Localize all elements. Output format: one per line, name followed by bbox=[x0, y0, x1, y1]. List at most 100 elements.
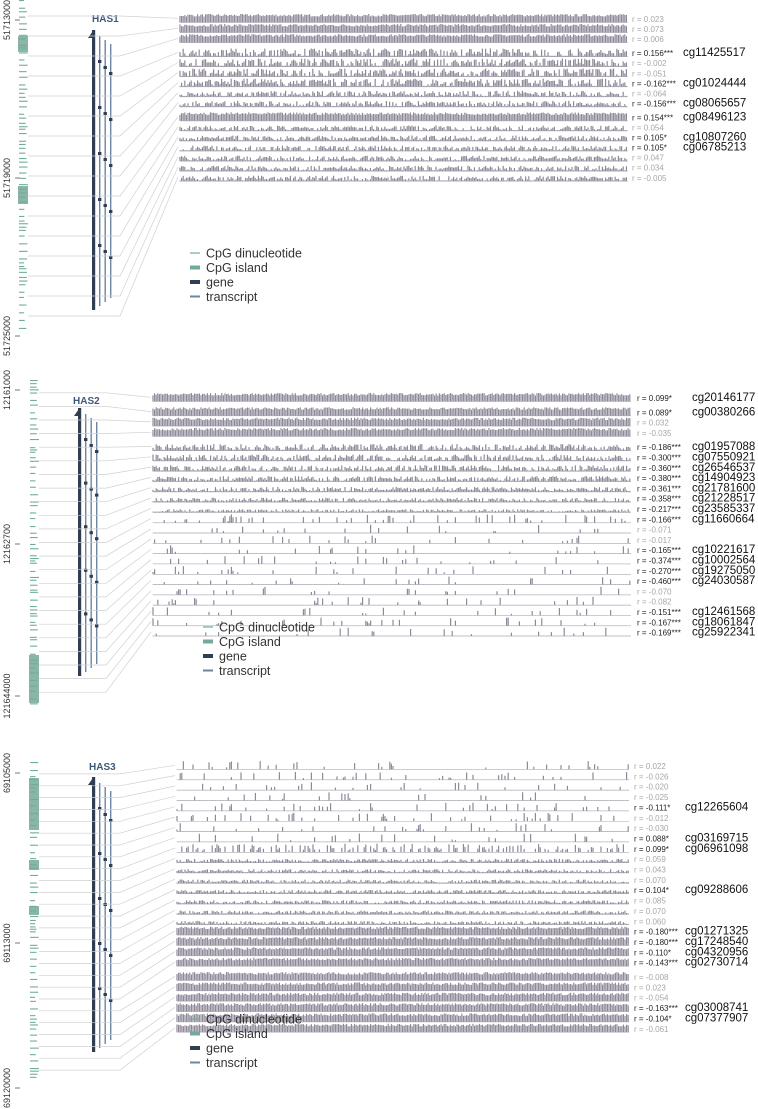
cpg-dinucleotide-mark bbox=[30, 1021, 36, 1023]
correlation-value: r = -0.169*** bbox=[637, 629, 681, 638]
methylation-track: r = -0.186*** cg01957088 bbox=[152, 441, 755, 453]
cpg-dinucleotide-mark bbox=[30, 501, 39, 503]
correlation-value: r = -0.017 bbox=[637, 536, 672, 545]
probe-connector-line bbox=[39, 764, 176, 775]
cpg-dinucleotide-mark bbox=[19, 284, 26, 286]
gene-model: HAS2 bbox=[73, 396, 100, 676]
exon-mark bbox=[84, 568, 88, 572]
probe-id: cg12461568 bbox=[692, 606, 755, 618]
track-bars bbox=[176, 947, 629, 956]
correlation-value: r = -0.012 bbox=[634, 814, 669, 823]
track-bars bbox=[152, 417, 631, 427]
exon-mark bbox=[95, 537, 99, 541]
legend-swatch-gene bbox=[190, 280, 200, 284]
correlation-value: r = -0.380*** bbox=[637, 474, 681, 483]
cpg-dinucleotide-mark bbox=[30, 428, 39, 430]
methylation-track: r = 0.085 bbox=[176, 897, 666, 906]
cpg-dinucleotide-mark bbox=[30, 599, 38, 601]
cpg-dinucleotide-mark bbox=[30, 653, 36, 655]
cpg-dinucleotide-mark bbox=[19, 229, 26, 231]
probe-connector-line bbox=[28, 62, 179, 97]
cpg-dinucleotide-mark bbox=[30, 900, 36, 902]
cpg-dinucleotide-mark bbox=[19, 268, 27, 270]
track-bars bbox=[152, 566, 631, 575]
correlation-value: r = 0.060 bbox=[634, 917, 666, 926]
cpg-dinucleotide-mark bbox=[19, 223, 28, 225]
correlation-value: r = -0.054 bbox=[634, 994, 669, 1003]
track-bars bbox=[152, 497, 631, 503]
correlation-value: r = 0.104* bbox=[634, 886, 669, 895]
correlation-value: r = 0.156*** bbox=[632, 49, 673, 58]
cpg-dinucleotide-mark bbox=[30, 505, 38, 507]
methylation-track: r = 0.099* cg06961098 bbox=[176, 843, 748, 855]
correlation-value: r = -0.460*** bbox=[637, 577, 681, 586]
cpg-dinucleotide-mark bbox=[30, 1008, 38, 1010]
probe-connector-line bbox=[39, 961, 176, 1000]
cpg-dinucleotide-mark bbox=[30, 380, 38, 382]
probe-connector-line bbox=[39, 477, 152, 489]
methylation-track: r = -0.020 bbox=[176, 782, 669, 792]
cpg-dinucleotide-mark bbox=[19, 133, 27, 135]
cpg-dinucleotide-mark bbox=[19, 113, 25, 115]
track-bars bbox=[176, 957, 629, 967]
exon-mark bbox=[103, 250, 107, 253]
legend-swatch-cpg-dinucleotide bbox=[190, 1018, 200, 1020]
transcript-bar bbox=[110, 44, 112, 298]
cpg-dinucleotide-mark bbox=[30, 460, 39, 462]
track-bars bbox=[152, 586, 631, 595]
cpg-dinucleotide-mark bbox=[30, 555, 37, 557]
cpg-dinucleotide-mark bbox=[30, 916, 39, 918]
track-bars bbox=[176, 920, 629, 925]
correlation-value: r = -0.020 bbox=[634, 783, 669, 792]
track-bars bbox=[176, 910, 629, 915]
cpg-dinucleotide-mark bbox=[19, 28, 27, 30]
coordinate-label: 51713000 bbox=[2, 0, 12, 40]
cpg-dinucleotide-mark bbox=[30, 996, 35, 998]
correlation-value: r = -0.180*** bbox=[634, 928, 678, 937]
correlation-value: r = 0.032 bbox=[637, 419, 669, 428]
methylation-track: r = -0.012 bbox=[176, 812, 669, 823]
track-bars bbox=[176, 772, 629, 780]
correlation-value: r = -0.025 bbox=[634, 793, 669, 802]
correlation-value: r = -0.165*** bbox=[637, 546, 681, 555]
gene-bar bbox=[78, 408, 82, 676]
probe-connectors bbox=[39, 392, 152, 693]
correlation-value: r = 0.054 bbox=[632, 124, 664, 133]
probe-id: cg12265604 bbox=[685, 801, 749, 813]
methylation-track: r = 0.105* cg06785213 bbox=[179, 142, 746, 154]
methylation-track: r = 0.104* cg09288606 bbox=[176, 884, 748, 896]
cpg-dinucleotide-mark bbox=[19, 11, 27, 13]
cpg-dinucleotide-mark bbox=[30, 447, 36, 449]
probe-id: cg11425517 bbox=[683, 47, 745, 59]
probe-connector-line bbox=[28, 146, 179, 257]
cpg-dinucleotide-mark bbox=[30, 576, 39, 578]
methylation-track: r = -0.151*** cg12461568 bbox=[152, 606, 755, 618]
cpg-dinucleotide-mark bbox=[30, 404, 38, 406]
correlation-value: r = -0.143*** bbox=[634, 959, 678, 968]
methylation-track: r = -0.030 bbox=[176, 823, 669, 833]
correlation-value: r = 0.023 bbox=[634, 983, 666, 992]
methylation-track: r = 0.099* cg20146177 bbox=[152, 392, 755, 404]
correlation-value: r = -0.151*** bbox=[637, 608, 681, 617]
probe-connector-line bbox=[39, 600, 152, 652]
probe-connector-line bbox=[39, 795, 176, 810]
probe-connector-line bbox=[39, 392, 152, 398]
gene-name: HAS1 bbox=[92, 14, 119, 25]
probe-connector-line bbox=[39, 785, 176, 798]
probe-connector-line bbox=[39, 847, 176, 870]
methylation-track: r = 0.034 bbox=[179, 164, 664, 173]
coordinate-label: 69113000 bbox=[2, 923, 12, 962]
cpg-dinucleotide-mark bbox=[30, 1018, 38, 1020]
cpg-dinucleotide-mark bbox=[19, 319, 25, 321]
methylation-track: r = 0.154*** cg08496123 bbox=[179, 111, 746, 123]
cpg-dinucleotide-mark bbox=[30, 926, 36, 928]
methylation-track: r = -0.035 bbox=[152, 427, 672, 438]
cpg-dinucleotide-mark bbox=[30, 558, 39, 560]
cpg-dinucleotide-mark bbox=[30, 762, 39, 764]
cpg-dinucleotide-mark bbox=[19, 172, 27, 174]
track-bars bbox=[179, 125, 627, 131]
cpg-dinucleotide-mark bbox=[30, 776, 36, 778]
methylation-track: r = -0.008 bbox=[176, 972, 669, 982]
gene-arrow bbox=[74, 408, 80, 416]
